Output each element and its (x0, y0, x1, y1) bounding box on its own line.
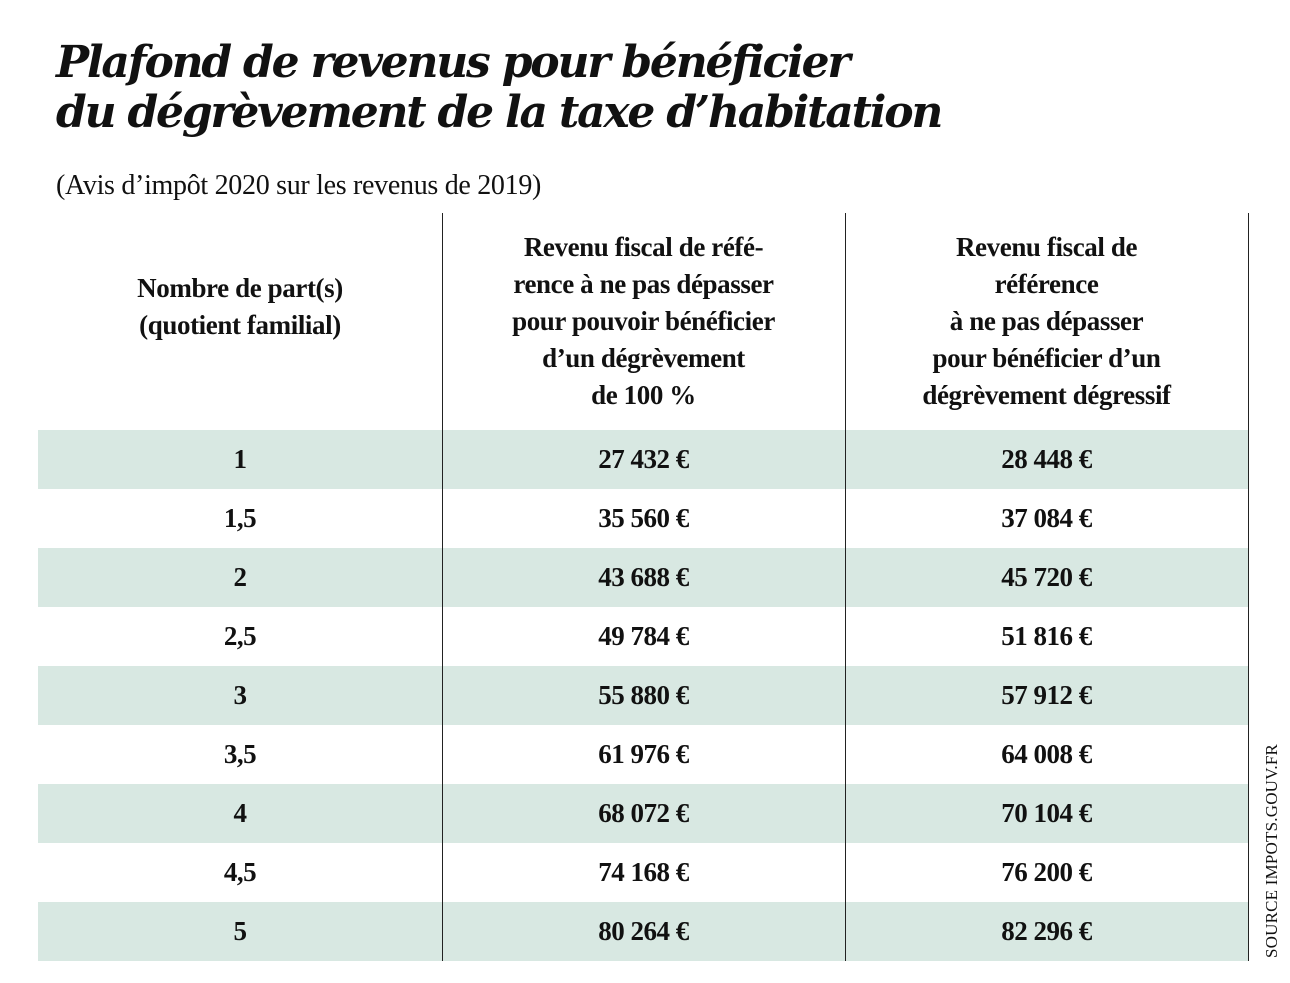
header-line: Nombre de part(s) (137, 272, 343, 303)
income-ceiling-table: Nombre de part(s) (quotient familial) Re… (38, 213, 1249, 961)
header-line: pour pouvoir bénéficier (512, 306, 775, 336)
cell-parts: 4 (233, 798, 248, 828)
header-line: référence (994, 269, 1099, 299)
table-row: 3 55 880 € 57 912 € (38, 666, 1249, 725)
cell-parts: 3 (233, 680, 248, 710)
header-line: rence à ne pas dépasser (513, 269, 774, 299)
header-line: de 100 % (591, 380, 696, 410)
cell-full-relief: 43 688 € (598, 562, 689, 592)
table-header: Nombre de part(s) (quotient familial) Re… (38, 213, 1249, 430)
source-credit: SOURCE IMPOTS.GOUV.FR (1262, 743, 1281, 958)
table-row: 5 80 264 € 82 296 € (38, 902, 1249, 961)
header-degressive-relief: Revenu fiscal de référence à ne pas dépa… (845, 213, 1248, 430)
cell-parts: 4,5 (223, 857, 257, 887)
header-line: d’un dégrèvement (542, 343, 745, 373)
cell-degressive-relief: 64 008 € (1001, 739, 1092, 769)
cell-parts: 1,5 (223, 503, 257, 533)
cell-full-relief: 49 784 € (598, 621, 689, 651)
table-row: 1 27 432 € 28 448 € (38, 430, 1249, 489)
column-divider (442, 213, 443, 961)
header-line: Revenu fiscal de (955, 232, 1138, 262)
cell-degressive-relief: 45 720 € (1001, 562, 1092, 592)
column-divider (845, 213, 846, 961)
cell-degressive-relief: 37 084 € (1001, 503, 1092, 533)
cell-full-relief: 80 264 € (598, 916, 689, 946)
cell-degressive-relief: 70 104 € (1001, 798, 1092, 828)
cell-parts: 2 (233, 562, 248, 592)
cell-parts: 3,5 (223, 739, 257, 769)
page-title: Plafond de revenus pour bénéficier du dé… (56, 38, 1156, 138)
table-row: 4,5 74 168 € 76 200 € (38, 843, 1249, 902)
table-row: 2,5 49 784 € 51 816 € (38, 607, 1249, 666)
header-full-relief: Revenu fiscal de réfé- rence à ne pas dé… (442, 213, 845, 430)
header-line: Revenu fiscal de réfé- (523, 232, 764, 262)
table-right-border (1248, 213, 1249, 961)
header-line: dégrèvement dégressif (922, 380, 1171, 410)
cell-full-relief: 35 560 € (598, 503, 689, 533)
header-line: pour bénéficier d’un (932, 343, 1161, 373)
header-line: à ne pas dépasser (949, 306, 1144, 336)
table-row: 3,5 61 976 € 64 008 € (38, 725, 1249, 784)
cell-parts: 2,5 (223, 621, 257, 651)
header-parts: Nombre de part(s) (quotient familial) (38, 213, 442, 430)
cell-full-relief: 55 880 € (598, 680, 689, 710)
cell-degressive-relief: 51 816 € (1001, 621, 1092, 651)
table-row: 1,5 35 560 € 37 084 € (38, 489, 1249, 548)
cell-degressive-relief: 76 200 € (1001, 857, 1092, 887)
cell-degressive-relief: 57 912 € (1001, 680, 1092, 710)
cell-degressive-relief: 82 296 € (1001, 916, 1092, 946)
cell-parts: 1 (233, 444, 248, 474)
subtitle: (Avis d’impôt 2020 sur les revenus de 20… (56, 170, 542, 201)
header-line: (quotient familial) (139, 309, 341, 340)
table-row: 2 43 688 € 45 720 € (38, 548, 1249, 607)
table-row: 4 68 072 € 70 104 € (38, 784, 1249, 843)
cell-degressive-relief: 28 448 € (1001, 444, 1092, 474)
cell-full-relief: 61 976 € (598, 739, 689, 769)
cell-parts: 5 (233, 916, 248, 946)
cell-full-relief: 74 168 € (598, 857, 689, 887)
title-line-2: du dégrèvement de la taxe d’habitation (56, 87, 943, 138)
cell-full-relief: 68 072 € (598, 798, 689, 828)
cell-full-relief: 27 432 € (598, 444, 689, 474)
title-line-1: Plafond de revenus pour bénéficier (56, 37, 851, 88)
